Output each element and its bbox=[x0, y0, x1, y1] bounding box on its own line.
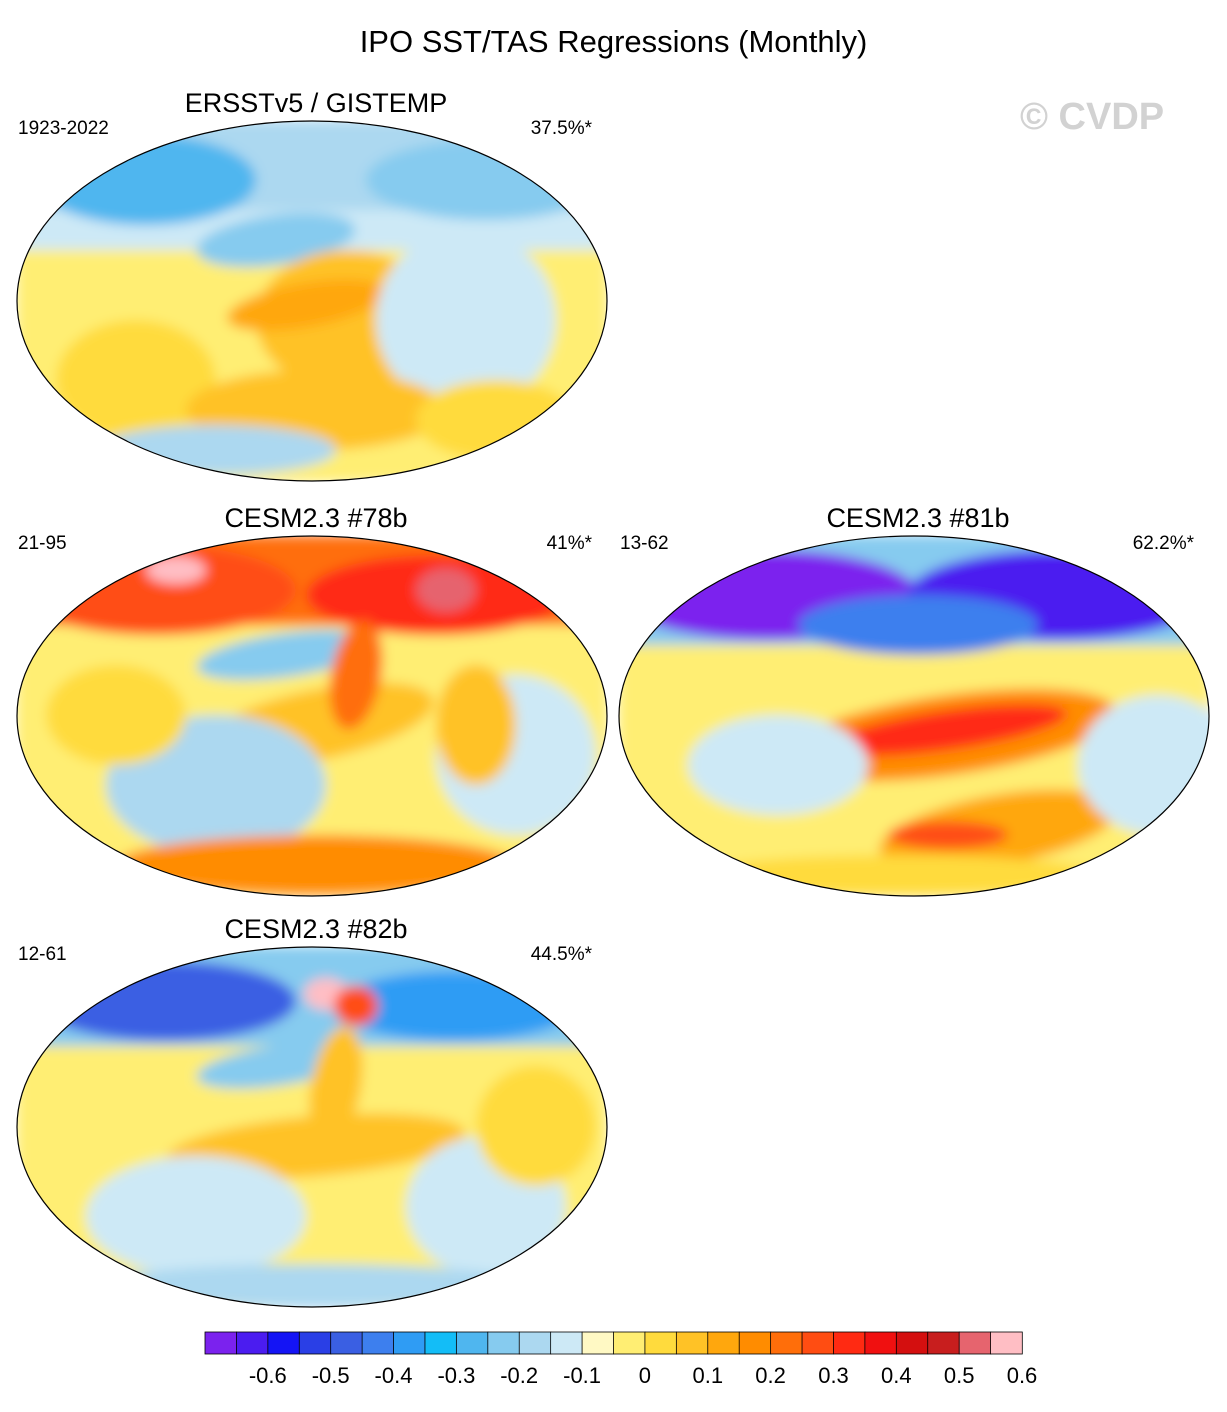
colorbar-label: 0.6 bbox=[1007, 1363, 1038, 1388]
panel-percent: 62.2%* bbox=[1132, 533, 1194, 554]
panel-title: ERSSTv5 / GISTEMP bbox=[184, 88, 448, 118]
regression-map bbox=[16, 535, 608, 897]
panel-title: CESM2.3 #82b bbox=[224, 914, 408, 944]
colorbar-swatch bbox=[455, 1331, 489, 1355]
colorbar-swatch bbox=[613, 1331, 646, 1355]
colorbar-label: -0.1 bbox=[563, 1363, 601, 1388]
colorbar-swatch bbox=[487, 1331, 520, 1355]
colorbar-swatch bbox=[330, 1331, 363, 1355]
colorbar-swatch bbox=[895, 1331, 929, 1355]
figure-title: IPO SST/TAS Regressions (Monthly) bbox=[359, 24, 868, 59]
regression-map bbox=[16, 120, 608, 482]
panel-percent: 41%* bbox=[546, 533, 592, 554]
colorbar-swatch bbox=[801, 1331, 835, 1355]
panel-title: CESM2.3 #78b bbox=[224, 503, 408, 533]
colorbar-label: -0.4 bbox=[375, 1363, 413, 1388]
colorbar-label: -0.3 bbox=[437, 1363, 475, 1388]
colorbar-swatch bbox=[927, 1331, 960, 1355]
map-panel: CESM2.3 #82b 12-61 44.5%* bbox=[16, 914, 616, 1314]
colorbar-swatch bbox=[990, 1331, 1023, 1355]
colorbar-swatch bbox=[518, 1331, 552, 1355]
colorbar-swatch bbox=[204, 1331, 238, 1355]
colorbar-swatch bbox=[298, 1331, 332, 1355]
colorbar-label: 0.1 bbox=[693, 1363, 724, 1388]
colorbar-swatch bbox=[833, 1331, 866, 1355]
colorbar-swatch bbox=[361, 1331, 395, 1355]
panel-percent: 37.5%* bbox=[530, 118, 592, 139]
colorbar-label: 0.5 bbox=[944, 1363, 975, 1388]
panel-title: CESM2.3 #81b bbox=[826, 503, 1010, 533]
colorbar-label: 0.3 bbox=[818, 1363, 849, 1388]
colorbar-label: -0.2 bbox=[500, 1363, 538, 1388]
colorbar-swatch bbox=[236, 1331, 269, 1355]
colorbar-label: 0.2 bbox=[755, 1363, 786, 1388]
panel-percent: 44.5%* bbox=[530, 944, 592, 965]
colorbar-swatch bbox=[581, 1331, 615, 1355]
map-panel: CESM2.3 #81b 13-62 62.2%* bbox=[618, 503, 1218, 903]
regression-map bbox=[618, 535, 1210, 897]
colorbar-swatch bbox=[644, 1331, 678, 1355]
panel-years: 21-95 bbox=[18, 533, 67, 554]
colorbar-swatch bbox=[550, 1331, 583, 1355]
colorbar-swatch bbox=[424, 1331, 458, 1355]
panel-years: 12-61 bbox=[18, 944, 67, 965]
colorbar-swatch bbox=[864, 1331, 898, 1355]
colorbar-swatch bbox=[738, 1331, 772, 1355]
map-panel: ERSSTv5 / GISTEMP 1923-2022 37.5%* bbox=[16, 88, 616, 488]
panel-years: 13-62 bbox=[620, 533, 669, 554]
colorbar-swatch bbox=[958, 1331, 992, 1355]
colorbar-label: 0.4 bbox=[881, 1363, 912, 1388]
colorbar-swatch bbox=[770, 1331, 803, 1355]
colorbar-label: -0.6 bbox=[249, 1363, 287, 1388]
colorbar-label: -0.5 bbox=[312, 1363, 350, 1388]
colorbar-swatch bbox=[267, 1331, 300, 1355]
colorbar-swatch bbox=[675, 1331, 709, 1355]
watermark: © CVDP bbox=[1020, 96, 1165, 138]
panel-years: 1923-2022 bbox=[18, 118, 109, 139]
colorbar-label: 0 bbox=[639, 1363, 651, 1388]
colorbar-swatch bbox=[393, 1331, 426, 1355]
regression-map bbox=[16, 946, 608, 1308]
map-panel: CESM2.3 #78b 21-95 41%* bbox=[16, 503, 616, 903]
colorbar-swatch bbox=[707, 1331, 740, 1355]
